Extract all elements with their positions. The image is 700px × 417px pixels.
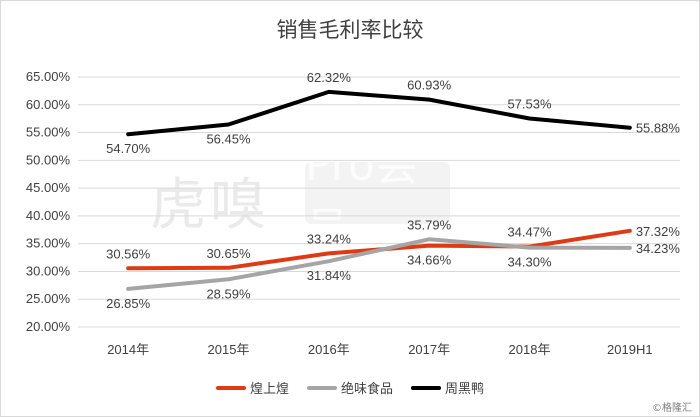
legend-swatch — [215, 385, 246, 390]
x-tick-label: 2014年 — [107, 342, 149, 357]
x-tick-label: 2016年 — [308, 342, 350, 357]
legend-label: 周黑鸭 — [445, 382, 485, 397]
data-label: 62.32% — [307, 70, 352, 85]
credit-text: ©格隆汇 — [652, 403, 692, 414]
x-tick-label: 2017年 — [408, 342, 450, 357]
legend-item: 绝味食品 — [306, 378, 393, 397]
chart-title: 销售毛利率比较 — [276, 18, 424, 42]
data-label: 34.47% — [507, 225, 552, 240]
y-tick-label: 50.00% — [26, 152, 71, 167]
data-label: 55.88% — [636, 121, 681, 136]
y-tick-label: 40.00% — [26, 208, 71, 223]
y-tick-label: 30.00% — [26, 263, 71, 278]
x-tick-label: 2018年 — [509, 342, 551, 357]
legend: 煌上煌 绝味食品 周黑鸭 — [0, 378, 700, 397]
data-label: 33.24% — [307, 231, 352, 246]
data-label: 31.84% — [307, 268, 352, 283]
y-tick-label: 35.00% — [26, 236, 71, 251]
series-line — [126, 237, 632, 291]
x-tick-label: 2015年 — [208, 342, 250, 357]
legend-item: 周黑鸭 — [411, 378, 484, 397]
data-label: 30.65% — [206, 246, 251, 261]
data-label: 34.66% — [407, 253, 452, 268]
legend-item: 煌上煌 — [215, 378, 289, 397]
data-label: 30.56% — [106, 246, 151, 261]
data-label: 34.30% — [507, 255, 552, 270]
series-line — [126, 89, 632, 137]
data-label: 34.23% — [636, 241, 681, 256]
data-label: 57.53% — [507, 97, 552, 112]
legend-swatch — [306, 385, 337, 390]
legend-label: 绝味食品 — [340, 382, 393, 397]
y-tick-label: 20.00% — [26, 319, 71, 334]
data-label: 35.79% — [407, 217, 452, 232]
y-tick-label: 45.00% — [26, 180, 71, 195]
data-label: 56.45% — [206, 132, 251, 147]
data-label: 26.85% — [106, 296, 151, 311]
y-tick-label: 55.00% — [26, 125, 71, 140]
data-label: 37.32% — [636, 224, 681, 239]
watermark-text: 虎嗅 — [150, 173, 270, 238]
data-label: 54.70% — [106, 141, 151, 156]
legend-label: 煌上煌 — [249, 382, 289, 397]
legend-swatch — [411, 385, 441, 390]
data-label: 28.59% — [206, 286, 251, 301]
data-label: 60.93% — [407, 78, 452, 93]
y-tick-label: 25.00% — [26, 291, 71, 306]
y-tick-label: 65.00% — [26, 69, 71, 84]
x-tick-label: 2019H1 — [607, 342, 653, 357]
y-tick-label: 60.00% — [26, 97, 71, 112]
